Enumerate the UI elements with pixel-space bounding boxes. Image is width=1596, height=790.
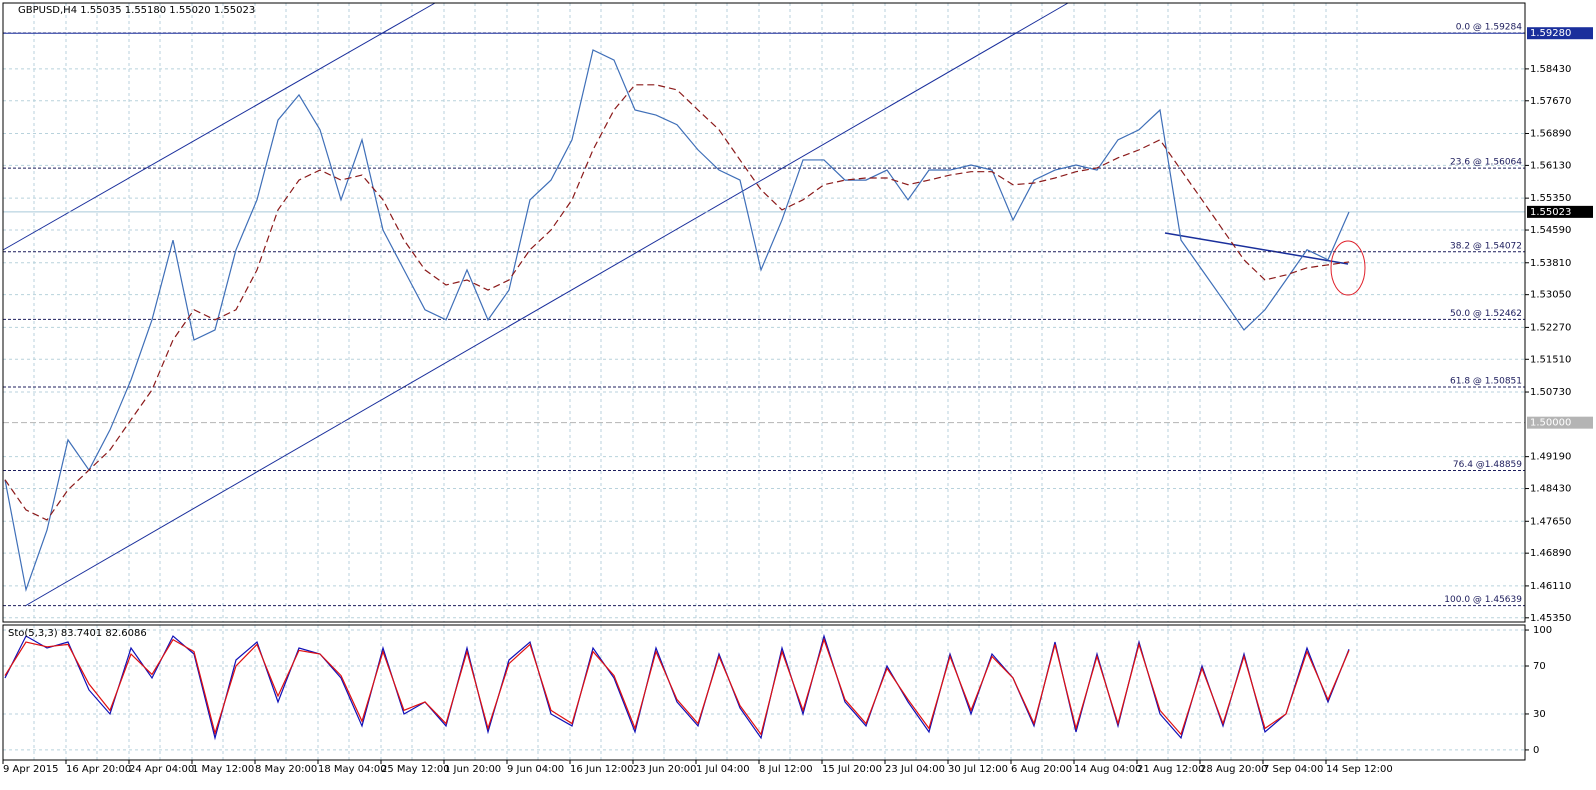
series-line <box>4 49 1350 592</box>
x-tick-label: 25 May 12:00 <box>381 764 450 775</box>
x-tick-label: 7 Sep 04:00 <box>1263 764 1323 775</box>
channel-line <box>24 2 1069 607</box>
y-tick-label: 1.48430 <box>1530 484 1571 495</box>
y-tick-label: 1.53810 <box>1530 258 1571 269</box>
y-tick-label: 1.51510 <box>1530 354 1571 365</box>
y-tick-label: 0 <box>1533 745 1539 756</box>
y-tick-label: 100 <box>1533 625 1552 636</box>
series-line <box>4 84 1350 521</box>
y-tick-label: 1.53050 <box>1530 290 1571 301</box>
x-tick-label: 14 Sep 12:00 <box>1326 764 1393 775</box>
price-label: 1.55023 <box>1530 207 1571 218</box>
trend-line <box>1164 232 1349 265</box>
y-tick-label: 1.56890 <box>1530 129 1571 140</box>
y-tick-label: 1.49190 <box>1530 452 1571 463</box>
fib-label: 23.6 @ 1.56064 <box>1450 158 1522 168</box>
y-tick-label: 1.46890 <box>1530 548 1571 559</box>
x-tick-label: 9 Apr 2015 <box>3 764 58 775</box>
x-tick-label: 8 Jul 12:00 <box>759 764 813 775</box>
y-tick-label: 1.57670 <box>1530 96 1571 107</box>
x-tick-label: 21 Aug 12:00 <box>1137 764 1204 775</box>
x-tick-label: 23 Jul 04:00 <box>885 764 945 775</box>
main-pane-border <box>2 2 1526 623</box>
price-label: 1.50000 <box>1530 418 1571 429</box>
fib-label: 100.0 @ 1.45639 <box>1444 595 1522 605</box>
y-tick-label: 1.50730 <box>1530 387 1571 398</box>
y-tick-label: 1.55350 <box>1530 193 1571 204</box>
fib-label: 50.0 @ 1.52462 <box>1450 309 1522 319</box>
indicator-pane-border <box>2 624 1526 761</box>
y-tick-label: 1.56130 <box>1530 160 1571 171</box>
x-tick-label: 16 Jun 12:00 <box>570 764 634 775</box>
x-tick-label: 1 Jul 04:00 <box>696 764 750 775</box>
y-tick-label: 1.54590 <box>1530 225 1571 236</box>
x-tick-label: 9 Jun 04:00 <box>507 764 564 775</box>
highlight-circle <box>1330 240 1366 296</box>
x-tick-label: 16 Apr 20:00 <box>66 764 131 775</box>
y-tick-label: 1.47650 <box>1530 516 1571 527</box>
series-line <box>4 637 1350 736</box>
price-label: 1.59280 <box>1530 28 1571 39</box>
y-tick-label: 1.58430 <box>1530 64 1571 75</box>
x-tick-label: 14 Aug 04:00 <box>1074 764 1141 775</box>
price-label-box <box>1527 416 1593 429</box>
fib-label: 76.4 @1.48859 <box>1453 460 1522 470</box>
chart-title: GBPUSD,H4 1.55035 1.55180 1.55020 1.5502… <box>18 5 255 16</box>
x-tick-label: 24 Apr 04:00 <box>129 764 194 775</box>
y-tick-label: 1.52270 <box>1530 322 1571 333</box>
x-tick-label: 30 Jul 12:00 <box>948 764 1008 775</box>
grid <box>2 3 1525 760</box>
price-label-box <box>1527 27 1593 40</box>
x-tick-label: 8 May 20:00 <box>255 764 317 775</box>
plot <box>2 2 1525 741</box>
channel-line <box>2 2 436 251</box>
fib-label: 38.2 @ 1.54072 <box>1450 241 1522 251</box>
x-tick-label: 28 Aug 20:00 <box>1200 764 1267 775</box>
x-tick-label: 15 Jul 20:00 <box>822 764 882 775</box>
y-tick-label: 1.46110 <box>1530 581 1571 592</box>
y-tick-label: 30 <box>1533 709 1546 720</box>
fib-label: 61.8 @ 1.50851 <box>1450 376 1522 386</box>
x-tick-label: 6 Aug 20:00 <box>1011 764 1072 775</box>
y-tick-label: 70 <box>1533 661 1546 672</box>
indicator-label: Sto(5,3,3) 83.7401 82.6086 <box>8 628 147 639</box>
fib-label: 0.0 @ 1.59284 <box>1456 23 1523 33</box>
x-tick-label: 23 Jun 20:00 <box>633 764 697 775</box>
x-tick-label: 18 May 04:00 <box>318 764 387 775</box>
x-tick-label: 1 Jun 20:00 <box>444 764 501 775</box>
y-tick-label: 1.45350 <box>1530 613 1571 624</box>
x-tick-label: 1 May 12:00 <box>192 764 254 775</box>
price-label-box <box>1527 205 1593 218</box>
